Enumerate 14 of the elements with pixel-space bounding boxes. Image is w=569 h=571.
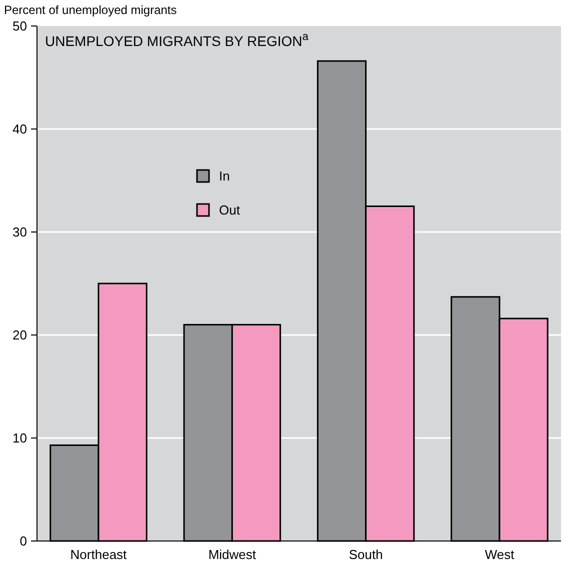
y-tick-label: 40 <box>12 122 27 137</box>
y-tick-label: 0 <box>20 534 27 549</box>
x-tick-label: South <box>348 547 383 562</box>
y-tick-label: 10 <box>12 430 27 446</box>
x-tick-label: West <box>484 547 515 562</box>
chart-title: UNEMPLOYED MIGRANTS BY REGION$^{a}$ <box>45 31 310 49</box>
y-axis-title: Percent of unemployed migrants <box>4 3 177 17</box>
y-tick-label: 20 <box>12 328 27 343</box>
y-tick-label: 30 <box>12 224 27 240</box>
x-tick-label: Midwest <box>208 547 256 562</box>
legend-label: Out <box>219 202 240 218</box>
legend-label: In <box>219 168 230 184</box>
y-tick-label: 50 <box>12 18 27 34</box>
x-tick-label: Northeast <box>70 547 128 562</box>
